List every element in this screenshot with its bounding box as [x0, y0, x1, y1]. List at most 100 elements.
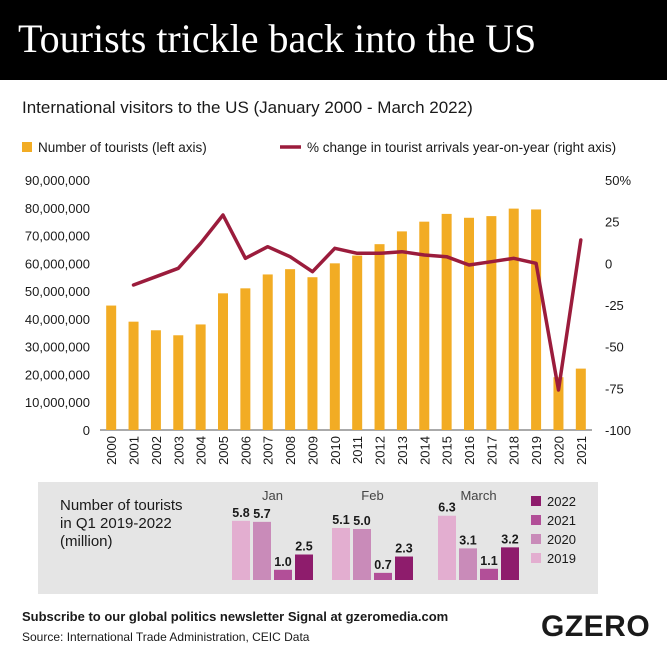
- x-axis-year-label: 2009: [305, 436, 320, 465]
- inset-bar: [253, 521, 271, 580]
- right-axis-tick-label: -25: [605, 298, 624, 313]
- left-axis-tick-label: 30,000,000: [25, 340, 90, 355]
- source-note: Source: International Trade Administrati…: [22, 630, 310, 644]
- left-axis-tick-label: 40,000,000: [25, 312, 90, 327]
- inset-bar-value-label: 6.3: [438, 501, 455, 515]
- inset-month-label: Jan: [262, 488, 283, 503]
- inset-bar: [274, 569, 292, 580]
- tourist-bar: [106, 305, 117, 430]
- x-axis-year-label: 2018: [507, 436, 522, 465]
- inset-legend-label: 2019: [547, 551, 576, 566]
- inset-bar: [374, 572, 392, 580]
- tourist-bar: [419, 221, 430, 430]
- inset-bar-value-label: 3.2: [501, 532, 518, 546]
- right-axis-tick-label: 25: [605, 215, 619, 230]
- inset-bar-value-label: 1.0: [274, 555, 291, 569]
- x-axis-year-label: 2020: [551, 436, 566, 465]
- inset-title-line: Number of tourists: [60, 497, 183, 514]
- tourist-bar: [508, 208, 519, 430]
- left-axis-tick-label: 60,000,000: [25, 256, 90, 271]
- x-axis-year-label: 2001: [127, 436, 142, 465]
- tourist-bar: [396, 231, 407, 430]
- inset-bar: [332, 527, 350, 580]
- tourist-bar: [575, 368, 586, 430]
- page-title: Tourists trickle back into the US: [18, 16, 537, 61]
- inset-bar-value-label: 3.1: [459, 533, 476, 547]
- x-axis-year-label: 2011: [350, 436, 365, 464]
- yoy-change-line: [131, 213, 583, 392]
- x-axis-year-label: 2006: [238, 436, 253, 465]
- inset-bar-value-label: 5.7: [253, 507, 270, 521]
- inset-legend-label: 2022: [547, 494, 576, 509]
- tourist-bar: [352, 255, 363, 430]
- inset-bar-value-label: 0.7: [374, 558, 391, 572]
- tourist-bar: [307, 277, 318, 430]
- x-axis-year-label: 2002: [149, 436, 164, 465]
- inset-legend-swatch: [531, 496, 541, 506]
- inset-bar: [395, 556, 413, 580]
- inset-bar-value-label: 2.3: [395, 542, 412, 556]
- inset-legend-label: 2020: [547, 532, 576, 547]
- right-axis-tick-label: -50: [605, 340, 624, 355]
- left-axis-tick-label: 10,000,000: [25, 395, 90, 410]
- x-axis-year-label: 2000: [104, 436, 119, 465]
- inset-legend-swatch: [531, 534, 541, 544]
- tourist-bar: [285, 269, 296, 430]
- inset-month-label: Feb: [361, 488, 383, 503]
- tourist-bar: [262, 274, 273, 430]
- inset-bar-value-label: 5.1: [332, 513, 349, 527]
- tourist-bar: [374, 244, 385, 430]
- tourist-bar: [240, 288, 251, 430]
- right-axis-tick-label: 50%: [605, 173, 631, 188]
- tourist-bar: [531, 209, 542, 430]
- x-axis-year-label: 2017: [484, 436, 499, 465]
- inset-bar: [232, 520, 250, 580]
- x-axis-year-label: 2012: [373, 436, 388, 465]
- inset-title-line: (million): [60, 533, 113, 550]
- inset-bar: [459, 548, 477, 580]
- tourist-bar: [329, 263, 340, 430]
- x-axis-year-label: 2016: [462, 436, 477, 465]
- inset-legend-swatch: [531, 553, 541, 563]
- tourist-bar: [218, 293, 228, 430]
- inset-legend-swatch: [531, 515, 541, 525]
- x-axis-year-label: 2004: [194, 436, 209, 465]
- inset-bar: [353, 529, 371, 580]
- inset-bar-value-label: 5.8: [232, 506, 249, 520]
- right-axis-tick-label: 0: [605, 256, 612, 271]
- legend-bar-swatch: [22, 142, 32, 152]
- inset-bar: [480, 568, 498, 580]
- inset-bar: [501, 547, 519, 580]
- tourist-bar: [150, 330, 161, 430]
- x-axis-year-label: 2010: [328, 436, 343, 465]
- x-axis-year-label: 2008: [283, 436, 298, 465]
- legend-bar-label: Number of tourists (left axis): [38, 140, 207, 155]
- tourist-bar: [486, 216, 497, 430]
- tourist-bar: [195, 324, 206, 430]
- inset-bar: [438, 515, 456, 580]
- inset-month-label: March: [460, 488, 496, 503]
- x-axis-year-label: 2019: [529, 436, 544, 465]
- left-axis-tick-label: 20,000,000: [25, 367, 90, 382]
- x-axis-year-label: 2021: [574, 436, 589, 465]
- x-axis-year-label: 2003: [171, 436, 186, 465]
- left-axis-tick-label: 70,000,000: [25, 229, 90, 244]
- legend-line-label: % change in tourist arrivals year-on-yea…: [307, 140, 616, 155]
- newsletter-promo: Subscribe to our global politics newslet…: [22, 609, 449, 624]
- tourist-bar: [173, 335, 184, 430]
- inset-legend-label: 2021: [547, 513, 576, 528]
- right-axis-tick-label: -75: [605, 381, 624, 396]
- tourist-bar: [464, 217, 474, 430]
- inset-bar-value-label: 2.5: [295, 540, 312, 554]
- chart-area: Number of tourists (left axis) % change i…: [22, 140, 631, 594]
- chart-subtitle: International visitors to the US (Januar…: [22, 98, 473, 117]
- inset-title-line: in Q1 2019-2022: [60, 515, 172, 532]
- tourist-bar: [128, 321, 139, 430]
- x-axis-year-label: 2015: [440, 436, 455, 465]
- header-bar: Tourists trickle back into the US: [0, 0, 667, 80]
- x-axis-year-label: 2014: [417, 436, 432, 465]
- right-axis-tick-label: -100: [605, 423, 631, 438]
- inset-bar: [295, 554, 313, 580]
- left-axis-tick-label: 90,000,000: [25, 173, 90, 188]
- gzero-logo: GZERO: [541, 610, 651, 643]
